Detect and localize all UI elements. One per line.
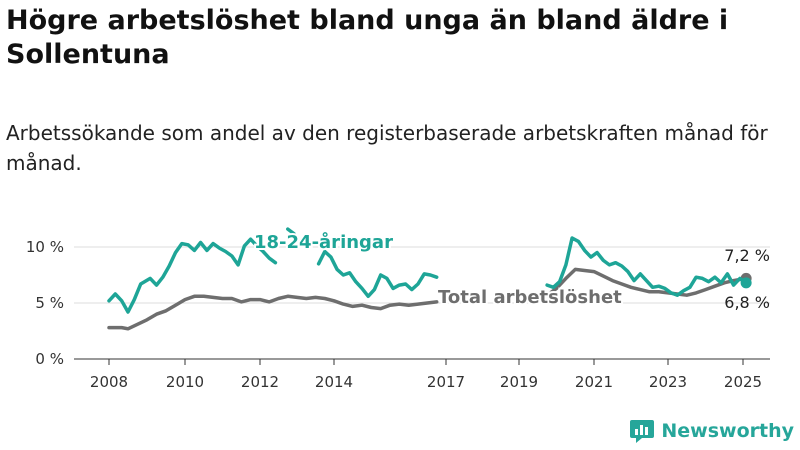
brand-logo: Newsworthy	[629, 418, 794, 444]
series-line	[286, 227, 296, 236]
series-line	[316, 249, 439, 299]
series-label-total: Total arbetslöshet	[438, 287, 622, 308]
x-tick-label: 2025	[724, 373, 762, 391]
end-label-total: 7,2 %	[724, 246, 770, 265]
x-tick-label: 2010	[166, 373, 204, 391]
series-lines	[107, 227, 752, 331]
series-line	[107, 294, 439, 331]
chart-title: Högre arbetslöshet bland unga än bland ä…	[6, 5, 729, 70]
y-tick-label: 10 %	[26, 238, 64, 256]
y-axis: 0 % 5 % 10 %	[26, 238, 64, 368]
brand-name: Newsworthy	[661, 420, 794, 442]
series-labels: 18-24-åringar Total arbetslöshet 7,2 % 6,8 …	[252, 229, 770, 312]
chart-subtitle: Arbetssökande som andel av den registerb…	[6, 121, 768, 175]
series-line	[545, 267, 748, 297]
x-tick-label: 2014	[315, 373, 353, 391]
bar-chart-icon	[630, 420, 655, 443]
x-tick-label: 2023	[649, 373, 687, 391]
x-tick-label: 2017	[427, 373, 465, 391]
series-end-point	[740, 277, 752, 289]
series-label-youth: 18-24-åringar	[254, 231, 393, 253]
y-tick-label: 5 %	[35, 294, 64, 312]
series-line	[107, 237, 278, 314]
y-tick-label: 0 %	[35, 350, 64, 368]
end-label-youth: 6,8 %	[724, 293, 770, 312]
x-tick-label: 2008	[90, 373, 128, 391]
x-tick-label: 2012	[241, 373, 279, 391]
x-tick-label: 2019	[500, 373, 538, 391]
x-axis: 2008 2010 2012 2014 2017 2019 2021 2023 2025	[90, 359, 762, 391]
series-line	[545, 236, 748, 297]
x-tick-label: 2021	[575, 373, 613, 391]
